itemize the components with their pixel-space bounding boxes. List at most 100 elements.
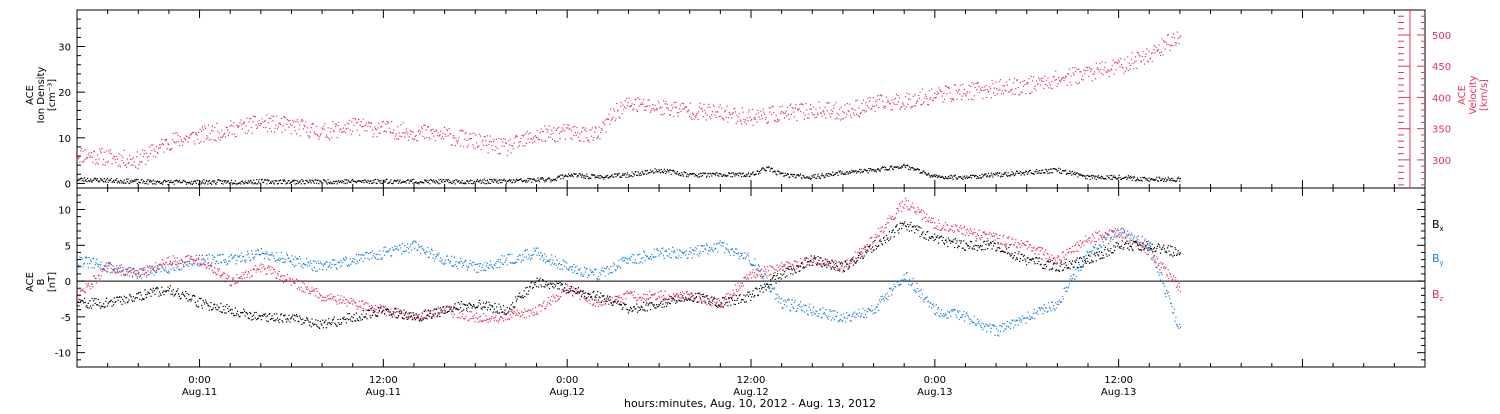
by-series-point <box>813 307 814 308</box>
by-series-point <box>1113 239 1114 240</box>
velocity-series-point <box>926 96 927 97</box>
by-series-point <box>378 258 379 259</box>
bz-series-point <box>146 272 147 273</box>
by-series-point <box>751 264 752 265</box>
bz-series-point <box>130 270 131 271</box>
density-series-point <box>1106 178 1107 179</box>
density-series-point <box>221 183 222 184</box>
density-series-point <box>933 176 934 177</box>
density-series-point <box>152 183 153 184</box>
bz-series-point <box>176 265 177 266</box>
bz-series-point <box>174 258 175 259</box>
density-series-point <box>952 179 953 180</box>
velocity-series-point <box>613 108 614 109</box>
density-series-point <box>168 180 169 181</box>
velocity-series-point <box>181 141 182 142</box>
by-series-point <box>696 248 697 249</box>
by-series-point <box>94 267 95 268</box>
density-series-point <box>468 183 469 184</box>
velocity-series-point <box>551 130 552 131</box>
velocity-series-point <box>301 119 302 120</box>
by-series-point <box>89 257 90 258</box>
by-series-point <box>1030 319 1031 320</box>
by-series-point <box>220 254 221 255</box>
velocity-series-point <box>941 91 942 92</box>
by-series-point <box>1165 293 1166 294</box>
velocity-series-point <box>578 136 579 137</box>
velocity-series-point <box>745 119 746 120</box>
velocity-series-point <box>185 139 186 140</box>
velocity-series-point <box>796 120 797 121</box>
velocity-series-point <box>734 108 735 109</box>
density-series-point <box>285 181 286 182</box>
by-series-point <box>822 307 823 308</box>
density-series-point <box>718 176 719 177</box>
velocity-series-point <box>384 131 385 132</box>
velocity-series-point <box>263 127 264 128</box>
velocity-series-point <box>1172 37 1173 38</box>
velocity-series-point <box>366 123 367 124</box>
by-series-point <box>815 313 816 314</box>
by-series-point <box>1094 247 1095 248</box>
velocity-series-point <box>566 127 567 128</box>
density-series-point <box>390 179 391 180</box>
velocity-series-point <box>998 81 999 82</box>
bz-series-point <box>178 263 179 264</box>
density-series-point <box>1164 179 1165 180</box>
velocity-series-point <box>328 138 329 139</box>
velocity-series-point <box>1033 76 1034 77</box>
by-series-point <box>994 325 995 326</box>
by-series-point <box>206 255 207 256</box>
density-series-point <box>779 171 780 172</box>
density-series-point <box>334 183 335 184</box>
density-series-point <box>1035 171 1036 172</box>
velocity-series-point <box>115 162 116 163</box>
velocity-series-point <box>1051 81 1052 82</box>
by-series-point <box>699 253 700 254</box>
velocity-series-point <box>102 148 103 149</box>
by-series-point <box>278 260 279 261</box>
velocity-series-point <box>785 113 786 114</box>
velocity-series-point <box>336 124 337 125</box>
density-series-point <box>539 181 540 182</box>
density-series-point <box>676 173 677 174</box>
by-series-point <box>779 296 780 297</box>
by-series-point <box>912 283 913 284</box>
density-series-point <box>564 176 565 177</box>
velocity-series-point <box>1121 64 1122 65</box>
density-series-point <box>903 164 904 165</box>
velocity-series-point <box>799 108 800 109</box>
velocity-series-point <box>725 110 726 111</box>
density-series-point <box>560 178 561 179</box>
by-series-point <box>1022 316 1023 317</box>
velocity-series-point <box>481 141 482 142</box>
density-series-point <box>274 183 275 184</box>
by-series-point <box>872 310 873 311</box>
by-series-point <box>875 312 876 313</box>
velocity-series-point <box>1031 91 1032 92</box>
velocity-series-point <box>1079 82 1080 83</box>
velocity-series-point <box>390 131 391 132</box>
by-series-point <box>143 270 144 271</box>
velocity-series-point <box>741 123 742 124</box>
by-series-point <box>269 255 270 256</box>
velocity-series-point <box>510 139 511 140</box>
velocity-series-point <box>82 150 83 151</box>
velocity-series-point <box>271 131 272 132</box>
by-series-point <box>690 247 691 248</box>
velocity-series-point <box>963 93 964 94</box>
velocity-series-point <box>827 110 828 111</box>
density-series-point <box>328 179 329 180</box>
density-series-point <box>452 181 453 182</box>
by-series-point <box>550 264 551 265</box>
density-series-point <box>456 180 457 181</box>
by-series-point <box>516 262 517 263</box>
velocity-series-point <box>610 109 611 110</box>
velocity-series-point <box>736 123 737 124</box>
velocity-series-point <box>465 133 466 134</box>
by-series-point <box>955 309 956 310</box>
bz-series-point <box>196 260 197 261</box>
density-series-point <box>200 183 201 184</box>
by-series-point <box>93 258 94 259</box>
velocity-series-point <box>925 94 926 95</box>
